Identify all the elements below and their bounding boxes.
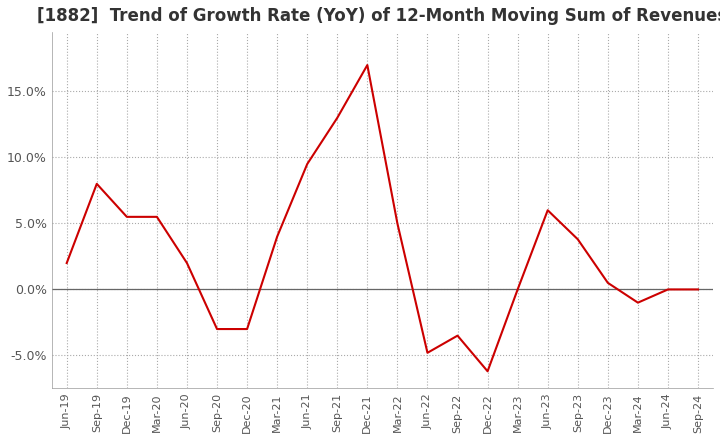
Title: [1882]  Trend of Growth Rate (YoY) of 12-Month Moving Sum of Revenues: [1882] Trend of Growth Rate (YoY) of 12-… (37, 7, 720, 25)
